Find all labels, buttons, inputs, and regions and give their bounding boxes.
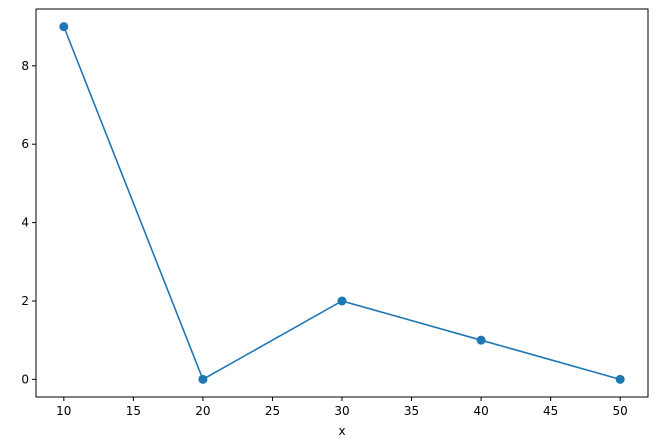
x-axis-title: x [338, 424, 345, 438]
x-tick-label: 30 [334, 404, 349, 418]
x-tick-label: 20 [195, 404, 210, 418]
data-point [337, 296, 347, 306]
y-tick-label: 8 [21, 59, 29, 73]
x-tick-label: 40 [473, 404, 488, 418]
data-point [615, 374, 625, 384]
y-tick-label: 6 [21, 137, 29, 151]
plot-frame [35, 8, 649, 398]
data-point [59, 22, 69, 32]
data-point [476, 335, 486, 345]
y-tick-label: 4 [21, 216, 29, 230]
y-axis-ticks: 0 2 4 6 8 [21, 59, 36, 386]
x-axis-ticks: 10 15 20 25 30 35 40 45 50 [56, 397, 628, 418]
x-tick-label: 25 [265, 404, 280, 418]
series-layer [59, 22, 625, 384]
y-tick-label: 0 [21, 372, 29, 386]
x-tick-label: 35 [404, 404, 419, 418]
data-point [198, 374, 208, 384]
x-tick-label: 10 [56, 404, 71, 418]
x-tick-label: 50 [613, 404, 628, 418]
x-tick-label: 45 [543, 404, 558, 418]
y-tick-label: 2 [21, 294, 29, 308]
x-tick-label: 15 [126, 404, 141, 418]
